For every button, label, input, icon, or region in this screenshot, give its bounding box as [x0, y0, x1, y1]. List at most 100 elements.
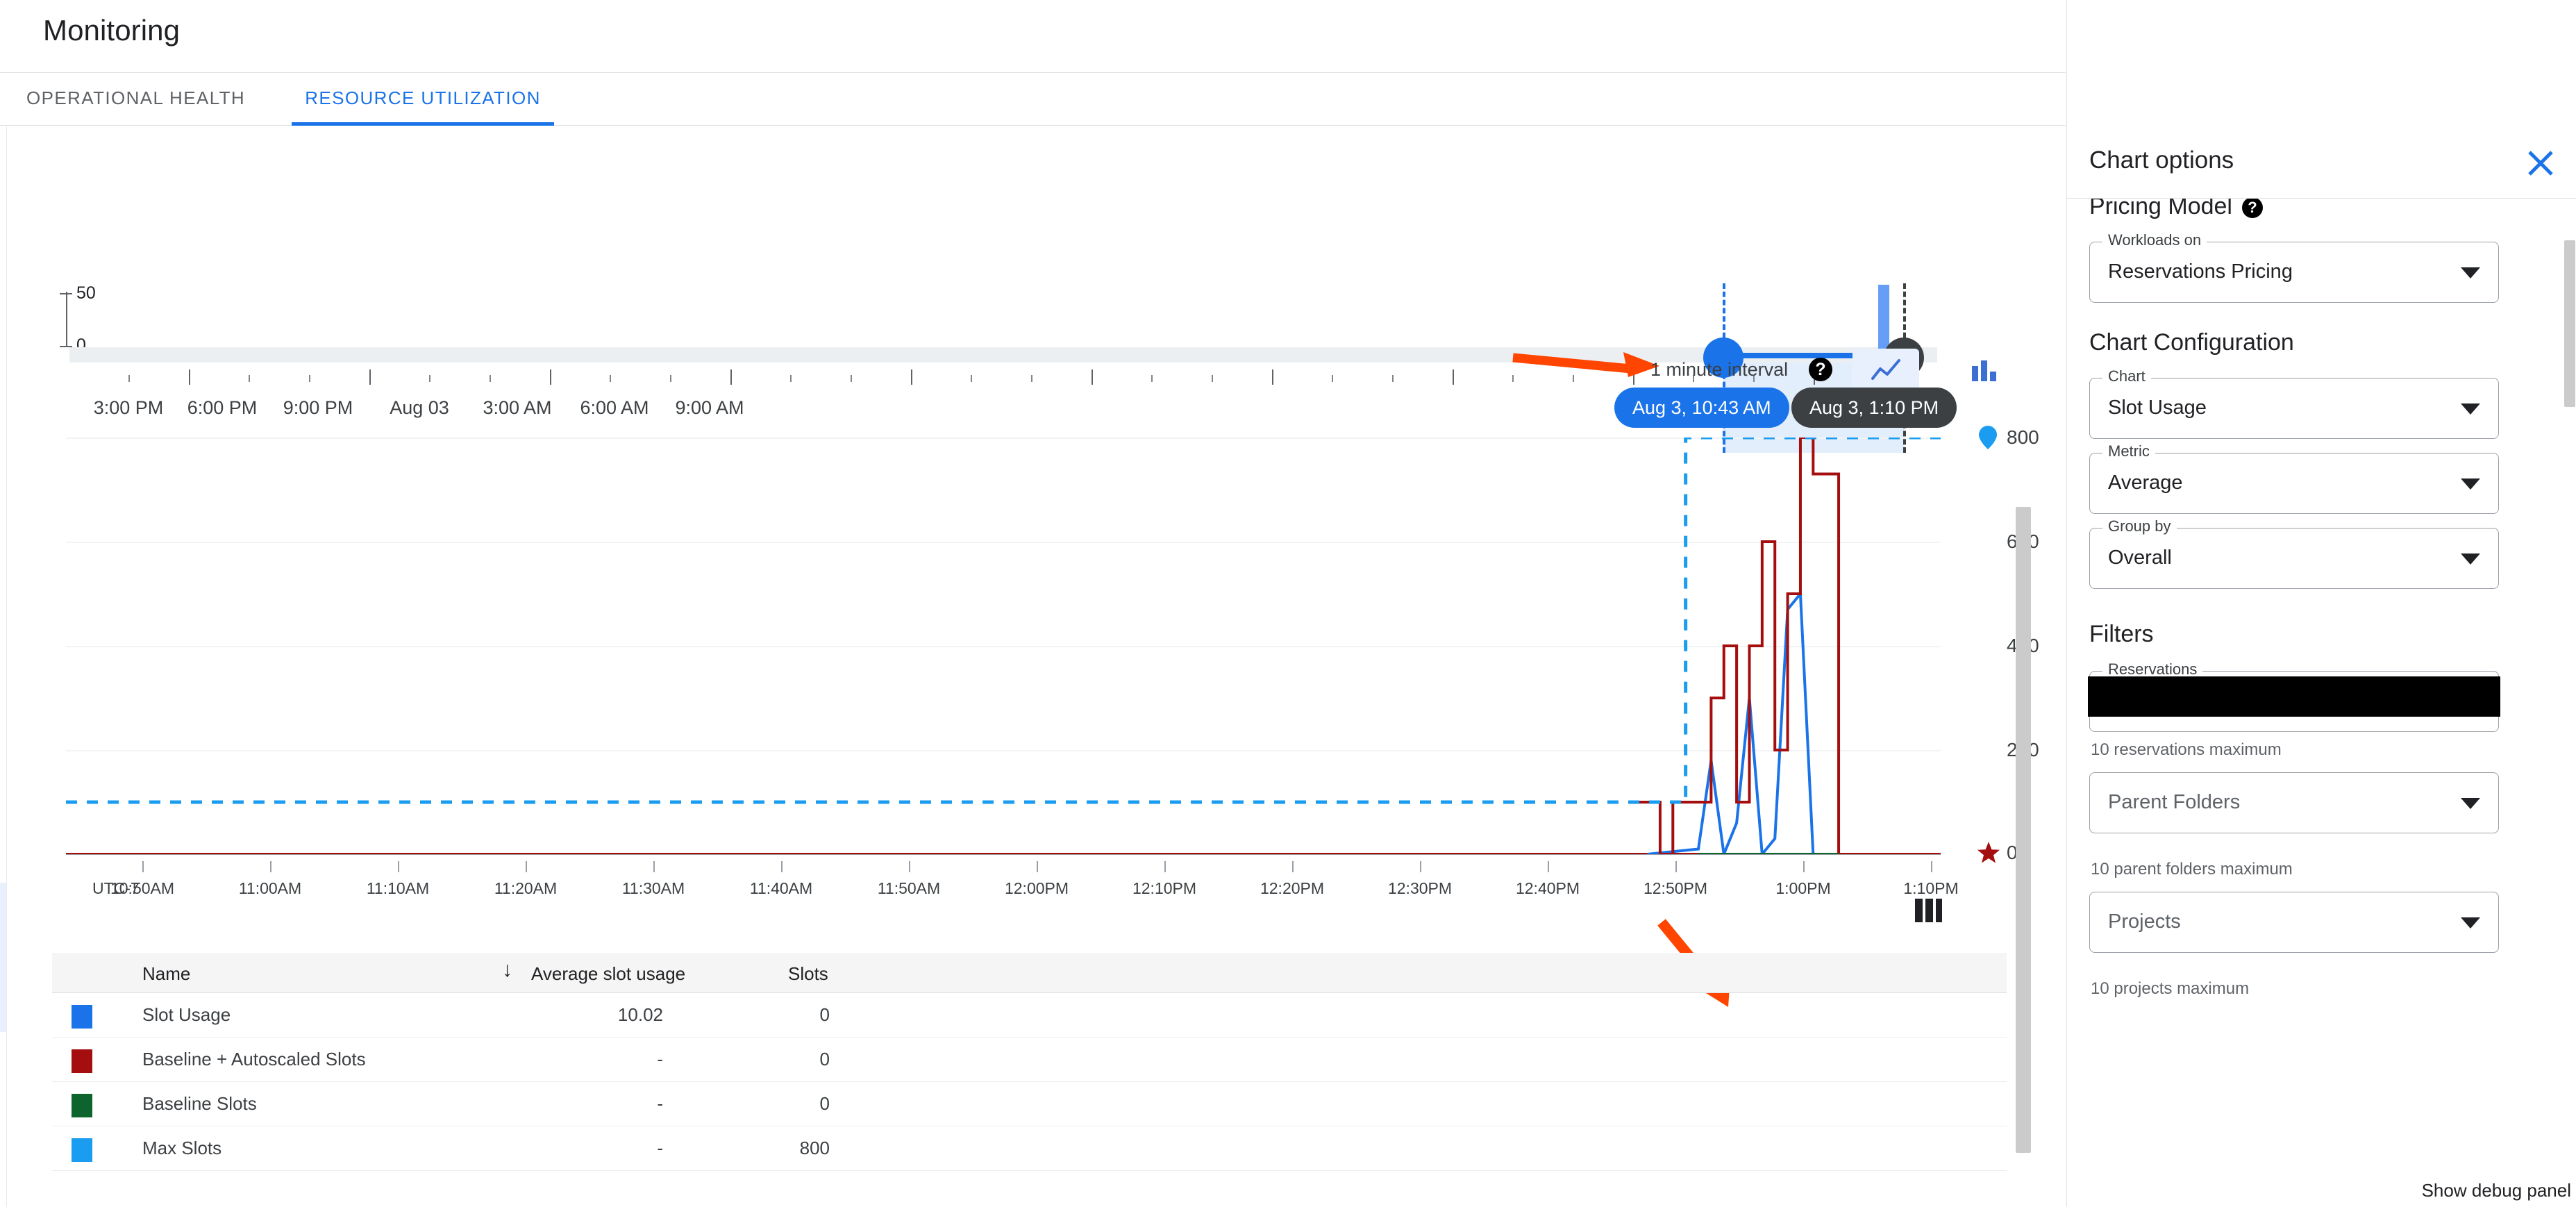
table-row[interactable]: Max Slots - 800 [52, 1126, 2007, 1171]
chart-plot-area[interactable]: 10:50AM 11:00AM 11:10AM 11:20AM 11:30AM … [66, 426, 2039, 897]
row-slots: 0 [819, 1004, 830, 1025]
chevron-down-icon [2461, 553, 2480, 565]
row-average-slot-usage: - [657, 1093, 663, 1114]
x-label-0: 10:50AM [110, 879, 175, 897]
series-color-swatch [72, 1049, 92, 1073]
pricing-model-heading: Pricing Model [2089, 199, 2232, 219]
legend-table-header: Name ↓ Average slot usage Slots [52, 953, 2007, 993]
chevron-down-icon [2461, 478, 2480, 490]
reservations-hint: 10 reservations maximum [2091, 740, 2282, 759]
row-name: Max Slots [142, 1138, 222, 1158]
baseline-star-icon [1977, 842, 2000, 863]
max-slots-pin-icon [1979, 426, 1997, 449]
panel-vertical-scrollbar[interactable] [2564, 240, 2575, 407]
workloads-on-label: Workloads on [2102, 231, 2207, 249]
overview-y-axis [66, 292, 67, 347]
chevron-down-icon [2461, 917, 2480, 929]
x-label-9: 12:20PM [1260, 879, 1325, 897]
overview-data-spike [1878, 285, 1889, 360]
sort-arrow-icon[interactable]: ↓ [502, 958, 512, 981]
overview-x-label-4: 3:00 AM [483, 397, 552, 418]
chart-select-value: Slot Usage [2108, 397, 2207, 419]
series-color-swatch [72, 1094, 92, 1117]
series-slot-usage [1647, 590, 1839, 854]
left-rail-highlight [0, 883, 6, 1032]
overview-y-tick-0 [60, 346, 72, 347]
series-color-swatch [72, 1005, 92, 1029]
overview-x-label-5: 6:00 AM [580, 397, 649, 418]
metric-select[interactable]: Metric Average [2089, 442, 2499, 514]
x-label-1: 11:00AM [238, 879, 302, 897]
row-name: Baseline Slots [142, 1093, 257, 1114]
series-max-slots [66, 438, 1941, 804]
chart-select[interactable]: Chart Slot Usage [2089, 367, 2499, 439]
column-header-slots[interactable]: Slots [788, 963, 828, 984]
projects-value: Projects [2108, 910, 2181, 933]
column-settings-icon[interactable] [1913, 896, 1945, 925]
line-chart-icon [1871, 359, 1900, 380]
x-label-11: 12:40PM [1515, 879, 1580, 897]
time-range-overview[interactable]: 50 0 3:00 PM 6:00 PM 9:00 [7, 132, 2000, 453]
gridline-400 [66, 646, 1941, 647]
chart-select-label: Chart [2102, 367, 2151, 385]
timezone-label: UTC-7 [92, 879, 140, 897]
row-slots: 0 [819, 1093, 830, 1114]
chart-configuration-heading: Chart Configuration [2089, 329, 2294, 356]
gridline-600 [66, 542, 1941, 543]
bar-chart-toggle-button[interactable] [1951, 349, 2018, 392]
tab-resource-utilization[interactable]: RESOURCE UTILIZATION [292, 73, 554, 126]
y-label-0: 0 [2007, 842, 2018, 863]
row-name: Baseline + Autoscaled Slots [142, 1049, 366, 1069]
range-slider-selected[interactable] [1723, 353, 1905, 358]
workloads-on-select[interactable]: Workloads on Reservations Pricing [2089, 231, 2499, 303]
chart-options-body[interactable]: Pricing Model ? Workloads on Reservation… [2067, 199, 2576, 1207]
metric-select-value: Average [2108, 472, 2183, 494]
x-label-7: 12:00PM [1004, 879, 1069, 897]
range-slider-track[interactable] [69, 347, 1937, 363]
overview-y-label-50: 50 [76, 283, 96, 303]
range-start-handle[interactable] [1703, 338, 1743, 378]
x-label-12: 12:50PM [1643, 879, 1708, 897]
tab-operational-health[interactable]: OPERATIONAL HEALTH [26, 88, 246, 108]
x-label-2: 11:10AM [366, 879, 430, 897]
group-by-select[interactable]: Group by Overall [2089, 517, 2499, 589]
parent-folders-select[interactable]: Parent Folders [2089, 772, 2499, 833]
interval-help-icon[interactable]: ? [1809, 358, 1832, 381]
group-by-select-value: Overall [2108, 547, 2172, 569]
table-row[interactable]: Baseline Slots - 0 [52, 1082, 2007, 1126]
column-header-average-slot-usage[interactable]: Average slot usage [531, 963, 686, 984]
gridline-800 [66, 438, 1941, 439]
overview-x-label-6: 9:00 AM [675, 397, 744, 418]
parent-folders-value: Parent Folders [2108, 791, 2241, 813]
range-end-tooltip: Aug 3, 1:10 PM [1791, 388, 1957, 428]
reservations-redaction-overlay [2088, 676, 2500, 717]
chart-vertical-scrollbar[interactable] [2016, 507, 2031, 1153]
series-color-swatch [72, 1138, 92, 1162]
line-chart-toggle-button[interactable] [1852, 349, 1919, 392]
pricing-model-help-icon[interactable]: ? [2242, 199, 2263, 218]
row-average-slot-usage: - [657, 1049, 663, 1069]
table-row[interactable]: Baseline + Autoscaled Slots - 0 [52, 1038, 2007, 1082]
x-label-10: 12:30PM [1387, 879, 1453, 897]
x-label-8: 12:10PM [1132, 879, 1197, 897]
overview-x-label-0: 3:00 PM [93, 397, 164, 418]
metric-select-label: Metric [2102, 442, 2155, 460]
group-by-select-label: Group by [2102, 517, 2177, 535]
parent-folders-hint: 10 parent folders maximum [2091, 860, 2293, 879]
tabbar: OPERATIONAL HEALTH RESOURCE UTILIZATION [0, 73, 2066, 126]
table-row[interactable]: Slot Usage 10.02 0 [52, 993, 2007, 1038]
chart-options-panel: Chart options Pricing Model ? Workloads … [2066, 0, 2576, 1207]
show-debug-panel-link[interactable]: Show debug panel [2421, 1180, 2571, 1201]
x-label-4: 11:30AM [621, 879, 685, 897]
row-slots: 800 [799, 1138, 830, 1158]
close-icon[interactable] [2524, 147, 2557, 180]
bar-chart-icon [1972, 360, 1996, 381]
interval-label: 1 minute interval [1650, 359, 1789, 380]
overview-y-tick-50 [60, 293, 72, 294]
series-baseline-autoscaled-slots [1634, 438, 1841, 854]
chevron-down-icon [2461, 267, 2480, 278]
column-header-name[interactable]: Name [142, 963, 191, 984]
row-slots: 0 [819, 1049, 830, 1069]
projects-select[interactable]: Projects [2089, 892, 2499, 953]
